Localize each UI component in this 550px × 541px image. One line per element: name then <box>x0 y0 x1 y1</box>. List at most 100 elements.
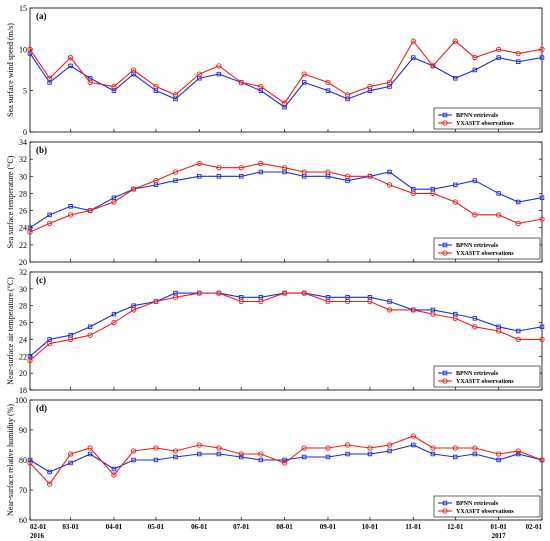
legend-marker-square <box>442 112 448 118</box>
panel-c <box>27 271 545 391</box>
data-point-square <box>216 451 222 457</box>
data-point-circle <box>67 336 74 343</box>
legend-entry: BPNN retrievals <box>456 371 499 377</box>
y-tick-label: 22 <box>19 352 27 361</box>
data-point-circle <box>172 169 179 175</box>
x-tick-label: 12-01 <box>447 523 464 531</box>
data-point-circle <box>430 190 436 197</box>
data-point-square <box>453 76 458 81</box>
data-point-circle <box>130 67 137 73</box>
y-tick-label: 32 <box>19 268 27 277</box>
data-point-square <box>453 182 458 188</box>
data-point-circle <box>281 460 288 466</box>
x-tick-label: 10-01 <box>362 523 379 531</box>
data-point-circle <box>111 319 117 326</box>
data-point-circle <box>410 38 416 44</box>
x-year-label: 2016 <box>30 532 45 540</box>
series-line-yxasft <box>29 40 543 104</box>
data-point-square <box>197 451 202 457</box>
data-point-circle <box>27 357 33 364</box>
data-point-circle <box>452 315 458 322</box>
data-point-circle <box>196 160 202 167</box>
data-point-circle <box>238 165 244 171</box>
series-line-yxasft <box>29 162 543 233</box>
data-point-circle <box>539 336 545 343</box>
data-point-circle <box>172 92 179 98</box>
data-point-circle <box>472 212 478 218</box>
data-point-circle <box>46 75 53 81</box>
data-point-circle <box>495 212 502 218</box>
data-point-square <box>111 311 117 317</box>
x-tick-label: 11-01 <box>405 523 421 531</box>
series-line-bpnn <box>29 444 543 473</box>
legend-box <box>433 495 541 518</box>
y-tick-label: 80 <box>19 456 27 465</box>
x-tick-label: 02-01 <box>30 523 47 531</box>
data-point-circle <box>410 190 416 197</box>
data-point-circle <box>472 445 478 451</box>
data-point-circle <box>67 212 74 218</box>
y-tick-label: 20 <box>19 258 27 267</box>
data-point-square <box>325 88 331 93</box>
y-tick-label: 18 <box>19 386 27 395</box>
data-point-square <box>367 451 373 457</box>
data-point-square <box>282 457 287 463</box>
x-tick-label: 06-01 <box>191 523 208 531</box>
data-point-circle <box>515 50 521 57</box>
data-point-circle <box>515 336 521 343</box>
data-point-square <box>387 169 392 175</box>
data-point-square <box>238 174 244 179</box>
data-point-circle <box>344 92 351 98</box>
y-axis-label: Sea surface wind speed (m/s) <box>6 23 15 117</box>
data-point-square <box>47 469 52 475</box>
data-point-circle <box>452 199 458 205</box>
plot-frame <box>29 271 543 391</box>
y-tick-label: 26 <box>19 319 27 328</box>
data-point-square <box>515 451 521 457</box>
data-point-circle <box>386 442 393 448</box>
data-point-square <box>387 299 392 304</box>
data-point-square <box>153 457 159 463</box>
data-point-square <box>111 466 117 472</box>
data-point-circle <box>258 451 264 457</box>
x-year-label: 2017 <box>492 532 507 540</box>
data-point-square <box>496 191 501 196</box>
data-point-circle <box>46 220 53 227</box>
data-point-circle <box>281 165 288 171</box>
data-point-circle <box>196 290 202 296</box>
data-point-square <box>47 212 52 218</box>
y-tick-label: 0 <box>23 128 27 137</box>
legend-marker-square <box>442 370 448 376</box>
data-point-square <box>472 178 478 183</box>
data-point-square <box>301 80 307 85</box>
legend-marker-circle <box>442 378 448 384</box>
series-line-bpnn <box>29 53 543 108</box>
x-tick-label: 04-01 <box>106 523 123 531</box>
data-point-circle <box>87 445 93 451</box>
x-tick-label: 01-01 <box>490 523 507 531</box>
data-point-square <box>345 451 350 457</box>
data-point-circle <box>495 46 502 52</box>
y-tick-label: 28 <box>19 302 27 311</box>
data-point-circle <box>386 79 393 86</box>
data-point-circle <box>281 290 288 296</box>
data-point-circle <box>196 71 202 77</box>
series-line-yxasft <box>29 435 543 485</box>
y-tick-label: 22 <box>19 241 27 250</box>
data-point-circle <box>430 311 436 317</box>
x-tick-label: 03-01 <box>62 523 79 531</box>
data-point-circle <box>301 445 307 451</box>
data-point-circle <box>325 298 331 305</box>
legend-entry: BPNN retrievals <box>456 113 499 119</box>
data-point-circle <box>430 445 436 451</box>
data-point-circle <box>367 445 373 451</box>
y-tick-label: 26 <box>19 207 27 216</box>
y-tick-label: 90 <box>19 426 27 435</box>
data-point-square <box>496 457 501 463</box>
data-point-circle <box>238 79 244 86</box>
legend-marker-circle <box>442 120 448 126</box>
data-point-circle <box>172 448 179 454</box>
data-point-circle <box>472 54 478 61</box>
data-point-square <box>173 454 178 460</box>
data-point-square <box>515 59 521 64</box>
